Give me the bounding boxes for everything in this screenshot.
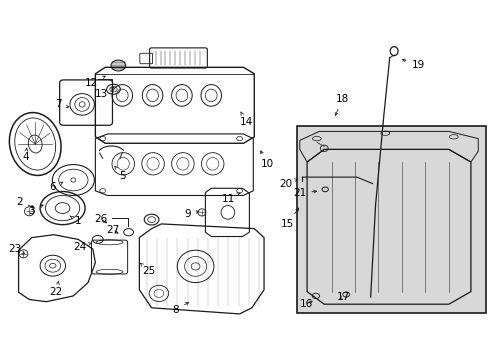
Text: 10: 10 xyxy=(260,151,273,169)
Text: 16: 16 xyxy=(299,299,312,309)
Text: 24: 24 xyxy=(73,242,92,252)
Text: 3: 3 xyxy=(28,205,43,216)
Text: 19: 19 xyxy=(402,59,424,70)
Text: 22: 22 xyxy=(49,282,63,297)
Text: 26: 26 xyxy=(94,213,107,224)
Bar xyxy=(297,126,485,313)
Text: 15: 15 xyxy=(280,208,298,229)
Text: 23: 23 xyxy=(8,244,24,254)
Text: 11: 11 xyxy=(221,193,240,204)
Text: 8: 8 xyxy=(172,302,188,315)
Text: 5: 5 xyxy=(115,166,125,181)
Text: 6: 6 xyxy=(49,182,62,192)
Text: 7: 7 xyxy=(55,99,69,109)
Text: 17: 17 xyxy=(336,292,350,302)
Text: 1: 1 xyxy=(70,216,81,226)
Text: 12: 12 xyxy=(85,76,105,88)
Text: 18: 18 xyxy=(334,94,348,116)
Text: 4: 4 xyxy=(22,148,29,162)
Text: 14: 14 xyxy=(239,112,253,127)
Text: 20: 20 xyxy=(279,179,297,189)
Text: 25: 25 xyxy=(140,263,156,276)
Text: 13: 13 xyxy=(95,88,113,99)
Text: 2: 2 xyxy=(16,197,34,208)
Text: 21: 21 xyxy=(292,188,316,198)
Text: 27: 27 xyxy=(105,225,119,235)
Text: 9: 9 xyxy=(183,209,199,219)
